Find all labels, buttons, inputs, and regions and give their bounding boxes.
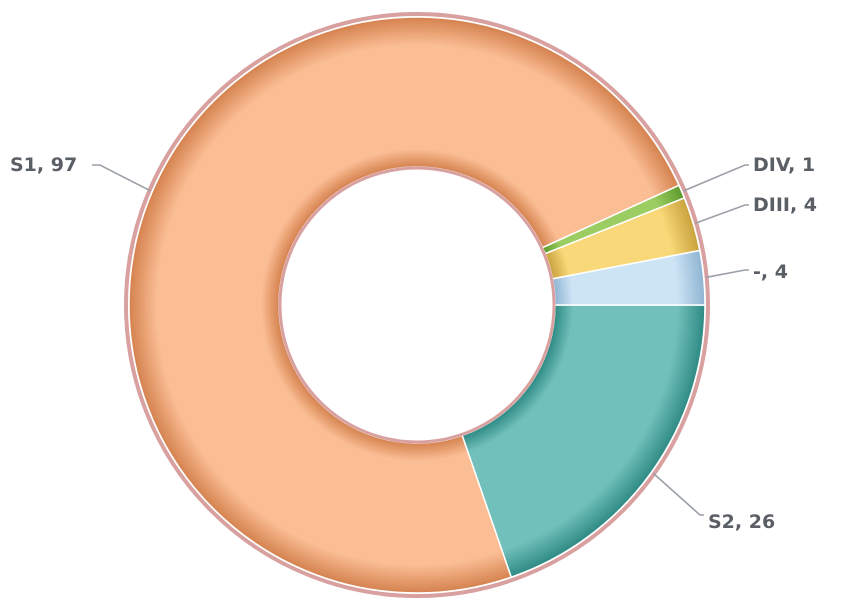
leader-line-dash (705, 269, 749, 279)
leader-line-s1 (92, 164, 151, 192)
leader-line-div (683, 164, 749, 192)
donut-hole (278, 166, 556, 444)
data-label-div: DIV, 1 (753, 154, 815, 176)
leader-line-s2 (652, 472, 704, 516)
donut-outer-rim (124, 12, 710, 598)
data-label-diii: DIII, 4 (753, 194, 817, 216)
labels-layer: S2, 26 S1, 97 DIV, 1 DIII, 4 -, 4 (10, 154, 817, 533)
data-label-s2: S2, 26 (708, 511, 775, 533)
data-label-s1: S1, 97 (10, 154, 77, 176)
data-label-dash: -, 4 (753, 261, 788, 283)
slices-layer (124, 12, 710, 598)
leader-line-diii (694, 204, 749, 225)
